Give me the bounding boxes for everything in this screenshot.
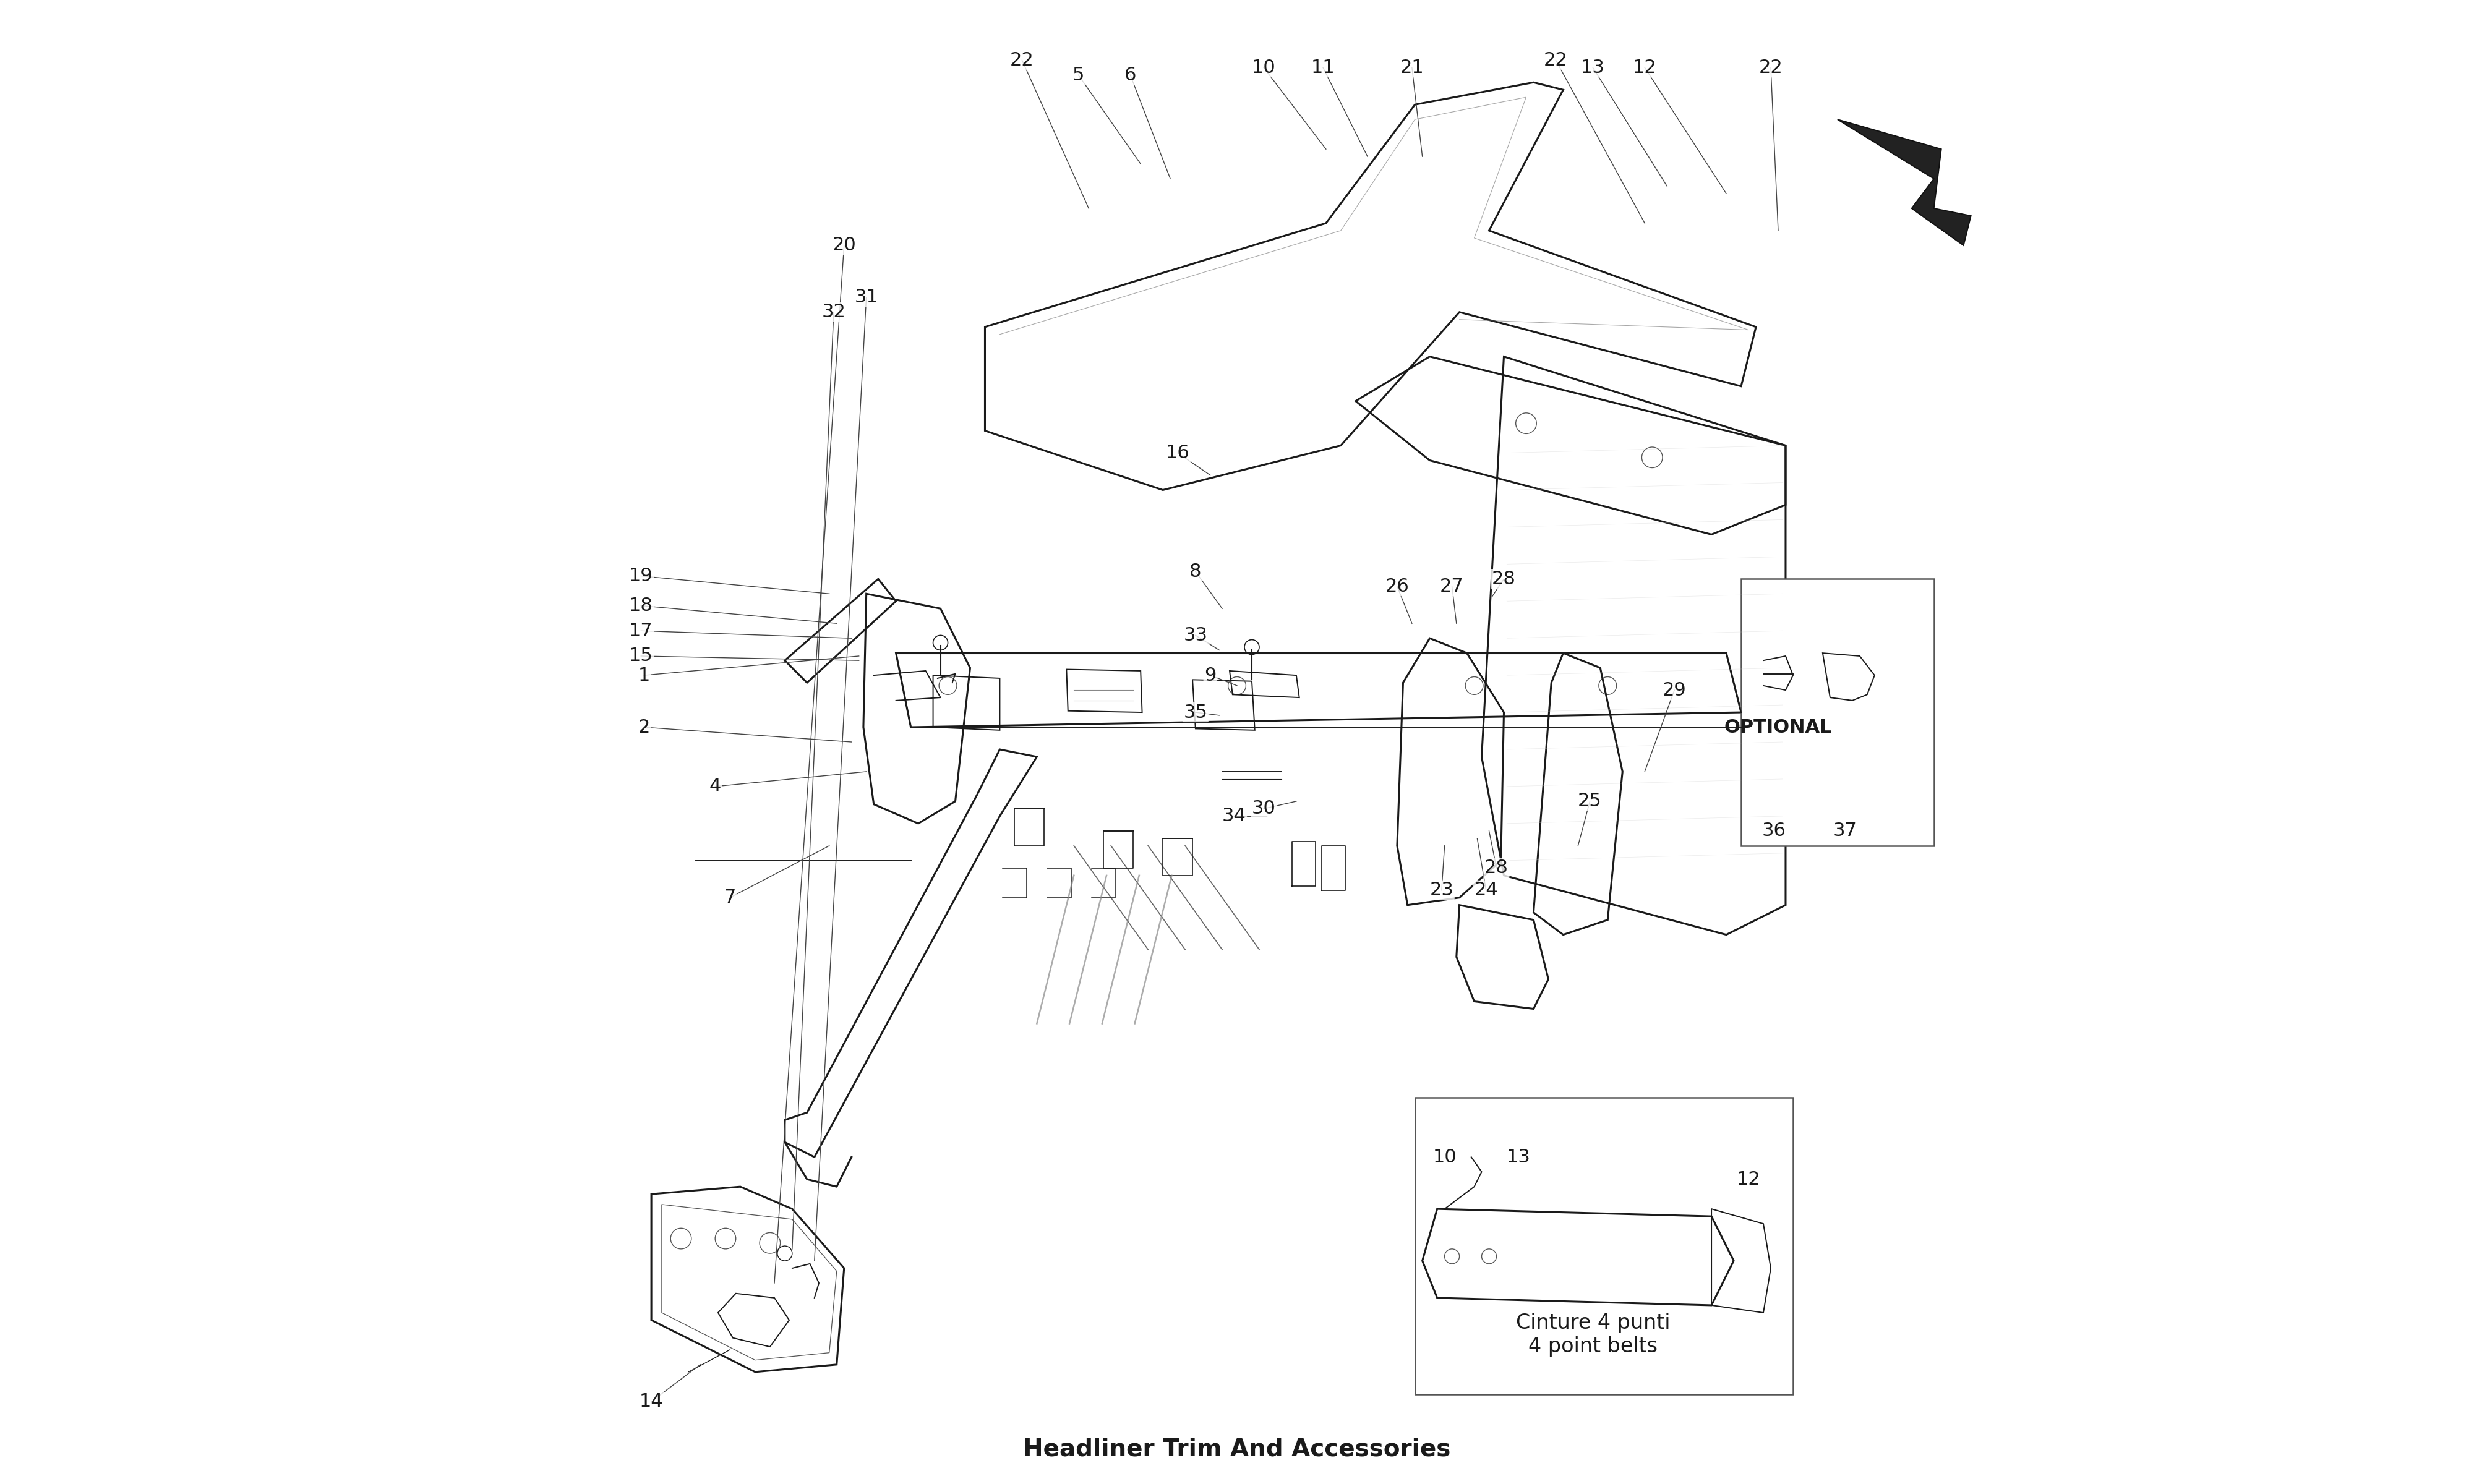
Text: 29: 29 [1663, 681, 1687, 699]
Text: 12: 12 [1737, 1171, 1761, 1189]
Text: 7: 7 [725, 889, 735, 907]
Text: 2: 2 [638, 718, 651, 736]
Text: 20: 20 [831, 236, 856, 254]
Text: 21: 21 [1400, 58, 1425, 77]
Text: 11: 11 [1311, 58, 1336, 77]
Text: 14: 14 [638, 1392, 663, 1411]
Text: 5: 5 [1071, 65, 1084, 85]
Text: 4: 4 [710, 778, 720, 795]
Text: 12: 12 [1633, 58, 1658, 77]
Text: 15: 15 [628, 647, 653, 665]
Text: 18: 18 [628, 597, 653, 614]
Text: OPTIONAL: OPTIONAL [1724, 718, 1833, 736]
Text: 9: 9 [1205, 666, 1217, 684]
Text: 16: 16 [1165, 444, 1190, 462]
Text: 10: 10 [1252, 58, 1277, 77]
Text: 6: 6 [1123, 65, 1136, 85]
Text: 10: 10 [1432, 1149, 1457, 1166]
Text: 28: 28 [1492, 570, 1517, 588]
Text: 22: 22 [1759, 58, 1784, 77]
Text: 22: 22 [1009, 50, 1034, 70]
Text: 34: 34 [1222, 807, 1247, 825]
FancyBboxPatch shape [1742, 579, 1935, 846]
Text: 30: 30 [1252, 800, 1277, 818]
Polygon shape [1838, 119, 1972, 245]
Text: 33: 33 [1183, 626, 1207, 644]
FancyBboxPatch shape [1415, 1098, 1794, 1393]
Text: 26: 26 [1385, 577, 1410, 595]
Text: Headliner Trim And Accessories: Headliner Trim And Accessories [1024, 1438, 1450, 1460]
Text: 32: 32 [821, 303, 846, 321]
Text: 13: 13 [1507, 1149, 1531, 1166]
Text: 13: 13 [1581, 58, 1606, 77]
Text: 37: 37 [1833, 822, 1858, 840]
Text: 8: 8 [1190, 562, 1202, 580]
Text: Cinture 4 punti
4 point belts: Cinture 4 punti 4 point belts [1517, 1313, 1670, 1356]
Text: 28: 28 [1484, 859, 1509, 877]
Text: 25: 25 [1578, 792, 1601, 810]
Text: 19: 19 [628, 567, 653, 585]
Text: 35: 35 [1183, 703, 1207, 721]
Text: 22: 22 [1544, 50, 1569, 70]
Text: 31: 31 [854, 288, 878, 306]
Text: 17: 17 [628, 622, 653, 640]
Text: 24: 24 [1475, 881, 1499, 899]
Text: 36: 36 [1761, 822, 1786, 840]
Text: 23: 23 [1430, 881, 1455, 899]
Text: 1: 1 [638, 666, 651, 684]
Text: 27: 27 [1440, 577, 1465, 595]
